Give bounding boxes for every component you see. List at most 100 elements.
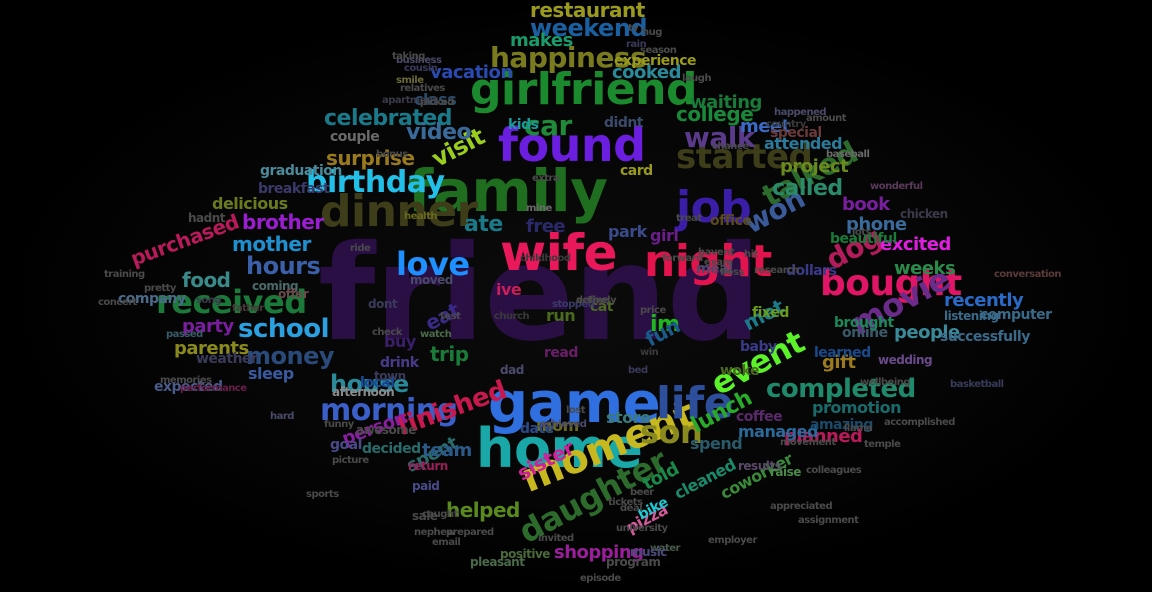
word-tv: tv <box>628 23 639 34</box>
word-caught: caught <box>422 509 458 520</box>
word-office: office <box>710 213 752 229</box>
word-memories: memories <box>160 375 212 386</box>
word-company: company <box>118 291 186 307</box>
word-store: store <box>606 408 651 427</box>
word-video: video <box>406 120 472 145</box>
word-run: run <box>546 306 576 325</box>
word-brought: brought <box>834 315 894 331</box>
word-dinner: dinner <box>320 186 478 237</box>
word-school: school <box>238 314 330 344</box>
word-bed: bed <box>628 365 648 376</box>
word-mine: mine <box>526 203 552 214</box>
word-hug: hug <box>642 27 662 38</box>
word-delicious: delicious <box>212 194 288 213</box>
word-job: job <box>676 182 752 233</box>
word-research: research <box>754 265 800 276</box>
word-special: special <box>770 125 822 141</box>
word-goal: goal <box>330 437 362 453</box>
word-taking: taking <box>392 51 425 62</box>
word-awesome: awesome <box>356 423 416 437</box>
word-define: define <box>576 295 609 306</box>
word-drink: drink <box>380 355 419 371</box>
word-colleagues: colleagues <box>806 465 862 476</box>
word-people: people <box>894 322 960 343</box>
word-found: found <box>498 118 646 172</box>
word-son: son <box>640 413 703 451</box>
word-concert: concert <box>98 297 137 308</box>
word-phone: phone <box>846 214 907 235</box>
word-birthday: birthday <box>306 165 445 200</box>
word-decided: decided <box>362 441 421 457</box>
word-stopped: stopped <box>552 299 595 310</box>
word-chicken: chicken <box>900 207 948 221</box>
word-bought: bought <box>820 263 962 304</box>
word-meal: meal <box>696 261 733 277</box>
word-managed: managed <box>738 422 818 441</box>
word-surprise: surprise <box>326 146 415 170</box>
word-couple: couple <box>330 129 380 145</box>
word-park: park <box>608 222 647 241</box>
word-apartment: apartment <box>382 95 437 106</box>
word-program: program <box>606 555 661 569</box>
word-hours: hours <box>246 252 321 280</box>
word-sleep: sleep <box>248 364 294 383</box>
word-childhood: childhood <box>520 253 571 264</box>
word-free: free <box>526 216 566 237</box>
word-attended: attended <box>764 134 843 153</box>
word-love: love <box>396 245 470 283</box>
word-health: health <box>404 211 437 222</box>
word-conversation: conversation <box>994 269 1062 280</box>
word-afternoon: afternoon <box>332 385 395 399</box>
word-invited: invited <box>538 533 574 544</box>
word-trip: trip <box>430 342 469 366</box>
word-actively: actively <box>576 295 617 306</box>
word-boss: boss <box>720 267 744 278</box>
word-excited: excited <box>880 234 951 255</box>
word-shopping: shopping <box>554 542 644 563</box>
word-party: party <box>182 316 234 337</box>
word-buy: buy <box>384 332 416 351</box>
word-nephew: nephew <box>414 527 456 538</box>
word-morning: morning <box>320 393 458 428</box>
word-employer: employer <box>708 535 757 546</box>
word-picked: picked <box>420 97 454 108</box>
word-fixed: fixed <box>752 305 789 321</box>
word-forward: forward <box>662 253 703 264</box>
word-experience: experience <box>614 53 697 69</box>
word-wedding: wedding <box>878 353 933 367</box>
word-restaurant: restaurant <box>530 0 645 22</box>
word-learned: learned <box>814 345 871 361</box>
word-sports: sports <box>306 489 339 500</box>
word-raise: raise <box>770 465 801 479</box>
word-laugh: laugh <box>682 73 712 84</box>
word-book: book <box>842 194 890 215</box>
word-card: card <box>620 163 653 179</box>
word-amazing: amazing <box>810 417 873 433</box>
word-didnt: didnt <box>604 115 644 131</box>
word-team: team <box>422 440 472 461</box>
word-celebrated: celebrated <box>324 106 453 131</box>
word-relatives: relatives <box>400 83 445 94</box>
word-passed: passed <box>166 329 203 340</box>
word-deal: deal <box>620 503 643 514</box>
word-training: training <box>104 269 145 280</box>
word-return: return <box>408 459 448 473</box>
word-called: called <box>772 176 843 201</box>
word-completed: completed <box>766 374 916 404</box>
word-coming: coming <box>252 279 299 293</box>
word-pretty: pretty <box>144 283 176 294</box>
word-weekend: weekend <box>530 14 648 42</box>
word-friend: friend <box>318 217 761 371</box>
word-class: class <box>414 90 457 109</box>
word-successfully: successfully <box>940 329 1030 345</box>
word-church: church <box>494 311 530 322</box>
word-house: house <box>330 370 409 398</box>
word-home: home <box>476 417 643 480</box>
word-achieved: achieved <box>540 419 587 430</box>
word-parents: parents <box>174 338 249 359</box>
word-ate: ate <box>464 212 503 237</box>
word-watch: watch <box>420 329 452 340</box>
word-walk: walk <box>684 121 755 154</box>
word-local: local <box>360 375 395 391</box>
word-computer: computer <box>980 307 1052 323</box>
